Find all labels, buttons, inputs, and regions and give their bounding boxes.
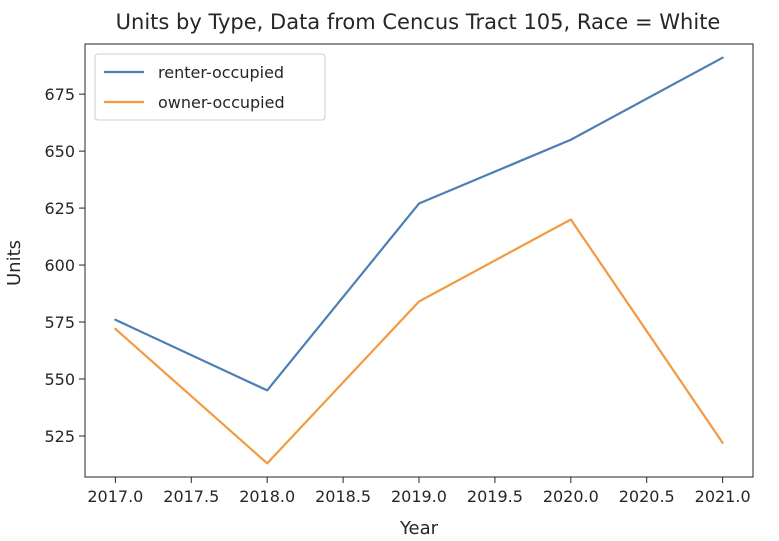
series-lines (114, 56, 724, 465)
legend-box (94, 53, 326, 121)
x-axis: 2017.0 2017.5 2018.0 2018.5 2019.0 2019.5 2020… (87, 477, 751, 506)
x-tick-label: 2019.0 (391, 487, 447, 506)
legend: renter-occupied owner-occupied (94, 53, 326, 121)
x-tick-label: 2020.5 (619, 487, 675, 506)
legend-label: renter-occupied (158, 63, 284, 82)
y-tick-label: 650 (44, 142, 75, 161)
y-tick-label: 525 (44, 427, 75, 446)
series-line-owner-occupied (114, 218, 724, 465)
x-tick-label: 2018.5 (315, 487, 371, 506)
y-tick-label: 675 (44, 85, 75, 104)
x-axis-label: Year (399, 518, 439, 539)
x-tick-label: 2019.5 (467, 487, 523, 506)
x-tick-label: 2020.0 (543, 487, 599, 506)
y-tick-label: 550 (44, 370, 75, 389)
x-tick-label: 2018.0 (239, 487, 295, 506)
legend-label: owner-occupied (158, 93, 285, 112)
chart-title: Units by Type, Data from Cencus Tract 10… (116, 10, 721, 34)
y-axis: 525 550 575 600 625 650 675 (44, 85, 85, 446)
x-tick-label: 2017.5 (163, 487, 219, 506)
series-line-renter-occupied (114, 56, 724, 392)
y-tick-label: 575 (44, 313, 75, 332)
x-tick-label: 2021.0 (695, 487, 751, 506)
y-axis-label: Units (4, 240, 25, 286)
y-tick-label: 625 (44, 199, 75, 218)
x-tick-label: 2017.0 (87, 487, 143, 506)
y-tick-label: 600 (44, 256, 75, 275)
